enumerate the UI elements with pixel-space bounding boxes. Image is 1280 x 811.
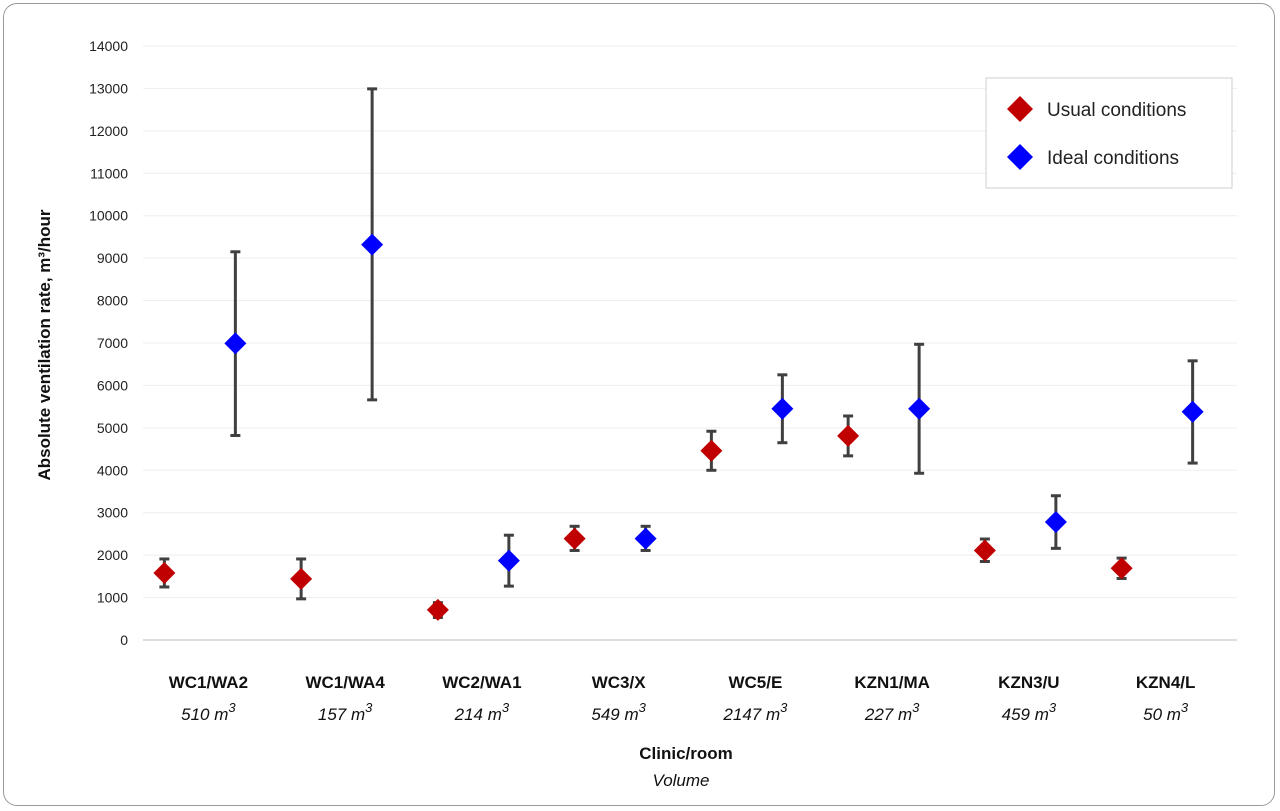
data-point-ideal: [497, 549, 520, 572]
legend-box: [985, 77, 1233, 189]
y-tick-label: 5000: [97, 420, 128, 436]
y-tick-label: 11000: [90, 165, 128, 181]
data-point-usual: [700, 439, 723, 462]
y-tick-label: 6000: [97, 377, 128, 393]
volume-label: 227 m3: [864, 700, 920, 724]
data-point-ideal: [1044, 511, 1067, 534]
x-axis-title: Clinic/room: [639, 744, 733, 763]
data-point-ideal: [634, 527, 657, 550]
x-category-labels: WC1/WA2 510 m3 WC1/WA4 157 m3 WC2/WA1 214 m3 W…: [169, 673, 1196, 724]
volume-label: 510 m3: [181, 700, 236, 724]
y-tick-label: 10000: [89, 208, 128, 224]
y-axis-title: Absolute ventilation rate, m³/hour: [35, 209, 54, 480]
data-point-usual: [837, 424, 860, 447]
x-tick-label: WC3/X: [592, 673, 647, 692]
data-point-usual: [1110, 557, 1133, 580]
y-tick-label: 12000: [89, 123, 128, 139]
volume-label: 157 m3: [318, 700, 373, 724]
x-tick-label: WC1/WA4: [305, 673, 385, 692]
y-tick-labels: 0 1000 2000 3000 4000 5000 6000 7000 8000 9000 100…: [89, 38, 128, 648]
gridlines: [143, 45, 1237, 641]
x-tick-label: WC1/WA2: [169, 673, 248, 692]
y-tick-label: 3000: [97, 505, 128, 521]
x-tick-label: WC5/E: [728, 673, 782, 692]
x-tick-label: KZN3/U: [998, 673, 1059, 692]
data-point-usual: [973, 539, 996, 562]
y-tick-label: 2000: [97, 547, 128, 563]
volume-label: 2147 m3: [722, 700, 788, 724]
y-tick-label: 9000: [97, 250, 128, 266]
data-point-ideal: [908, 397, 931, 420]
legend-marker: [1007, 144, 1033, 170]
data-point-usual: [426, 598, 449, 621]
y-tick-label: 0: [120, 632, 128, 648]
x-tick-label: KZN4/L: [1136, 673, 1196, 692]
y-tick-label: 8000: [97, 293, 128, 309]
volume-label: 214 m3: [454, 700, 510, 724]
y-tick-label: 1000: [97, 590, 128, 606]
x-tick-label: WC2/WA1: [442, 673, 521, 692]
data-point-ideal: [361, 233, 384, 256]
x-axis-subtitle: Volume: [652, 771, 709, 790]
data-point-usual: [290, 567, 313, 590]
volume-label: 459 m3: [1002, 700, 1057, 724]
x-tick-label: KZN1/MA: [854, 673, 930, 692]
y-tick-label: 13000: [89, 80, 128, 96]
legend-marker: [1007, 96, 1033, 122]
data-markers: [153, 233, 1204, 621]
legend: Usual conditions Ideal conditions: [985, 77, 1233, 189]
legend-label: Ideal conditions: [1047, 148, 1179, 169]
volume-label: 50 m3: [1143, 700, 1189, 724]
data-point-ideal: [1181, 400, 1204, 423]
volume-label: 549 m3: [591, 700, 646, 724]
y-tick-label: 14000: [89, 38, 128, 54]
data-point-usual: [563, 527, 586, 550]
data-point-ideal: [224, 332, 247, 355]
data-point-ideal: [771, 397, 794, 420]
data-point-usual: [153, 561, 176, 584]
legend-label: Usual conditions: [1047, 100, 1186, 121]
y-tick-label: 4000: [97, 462, 128, 478]
y-tick-label: 7000: [97, 335, 128, 351]
